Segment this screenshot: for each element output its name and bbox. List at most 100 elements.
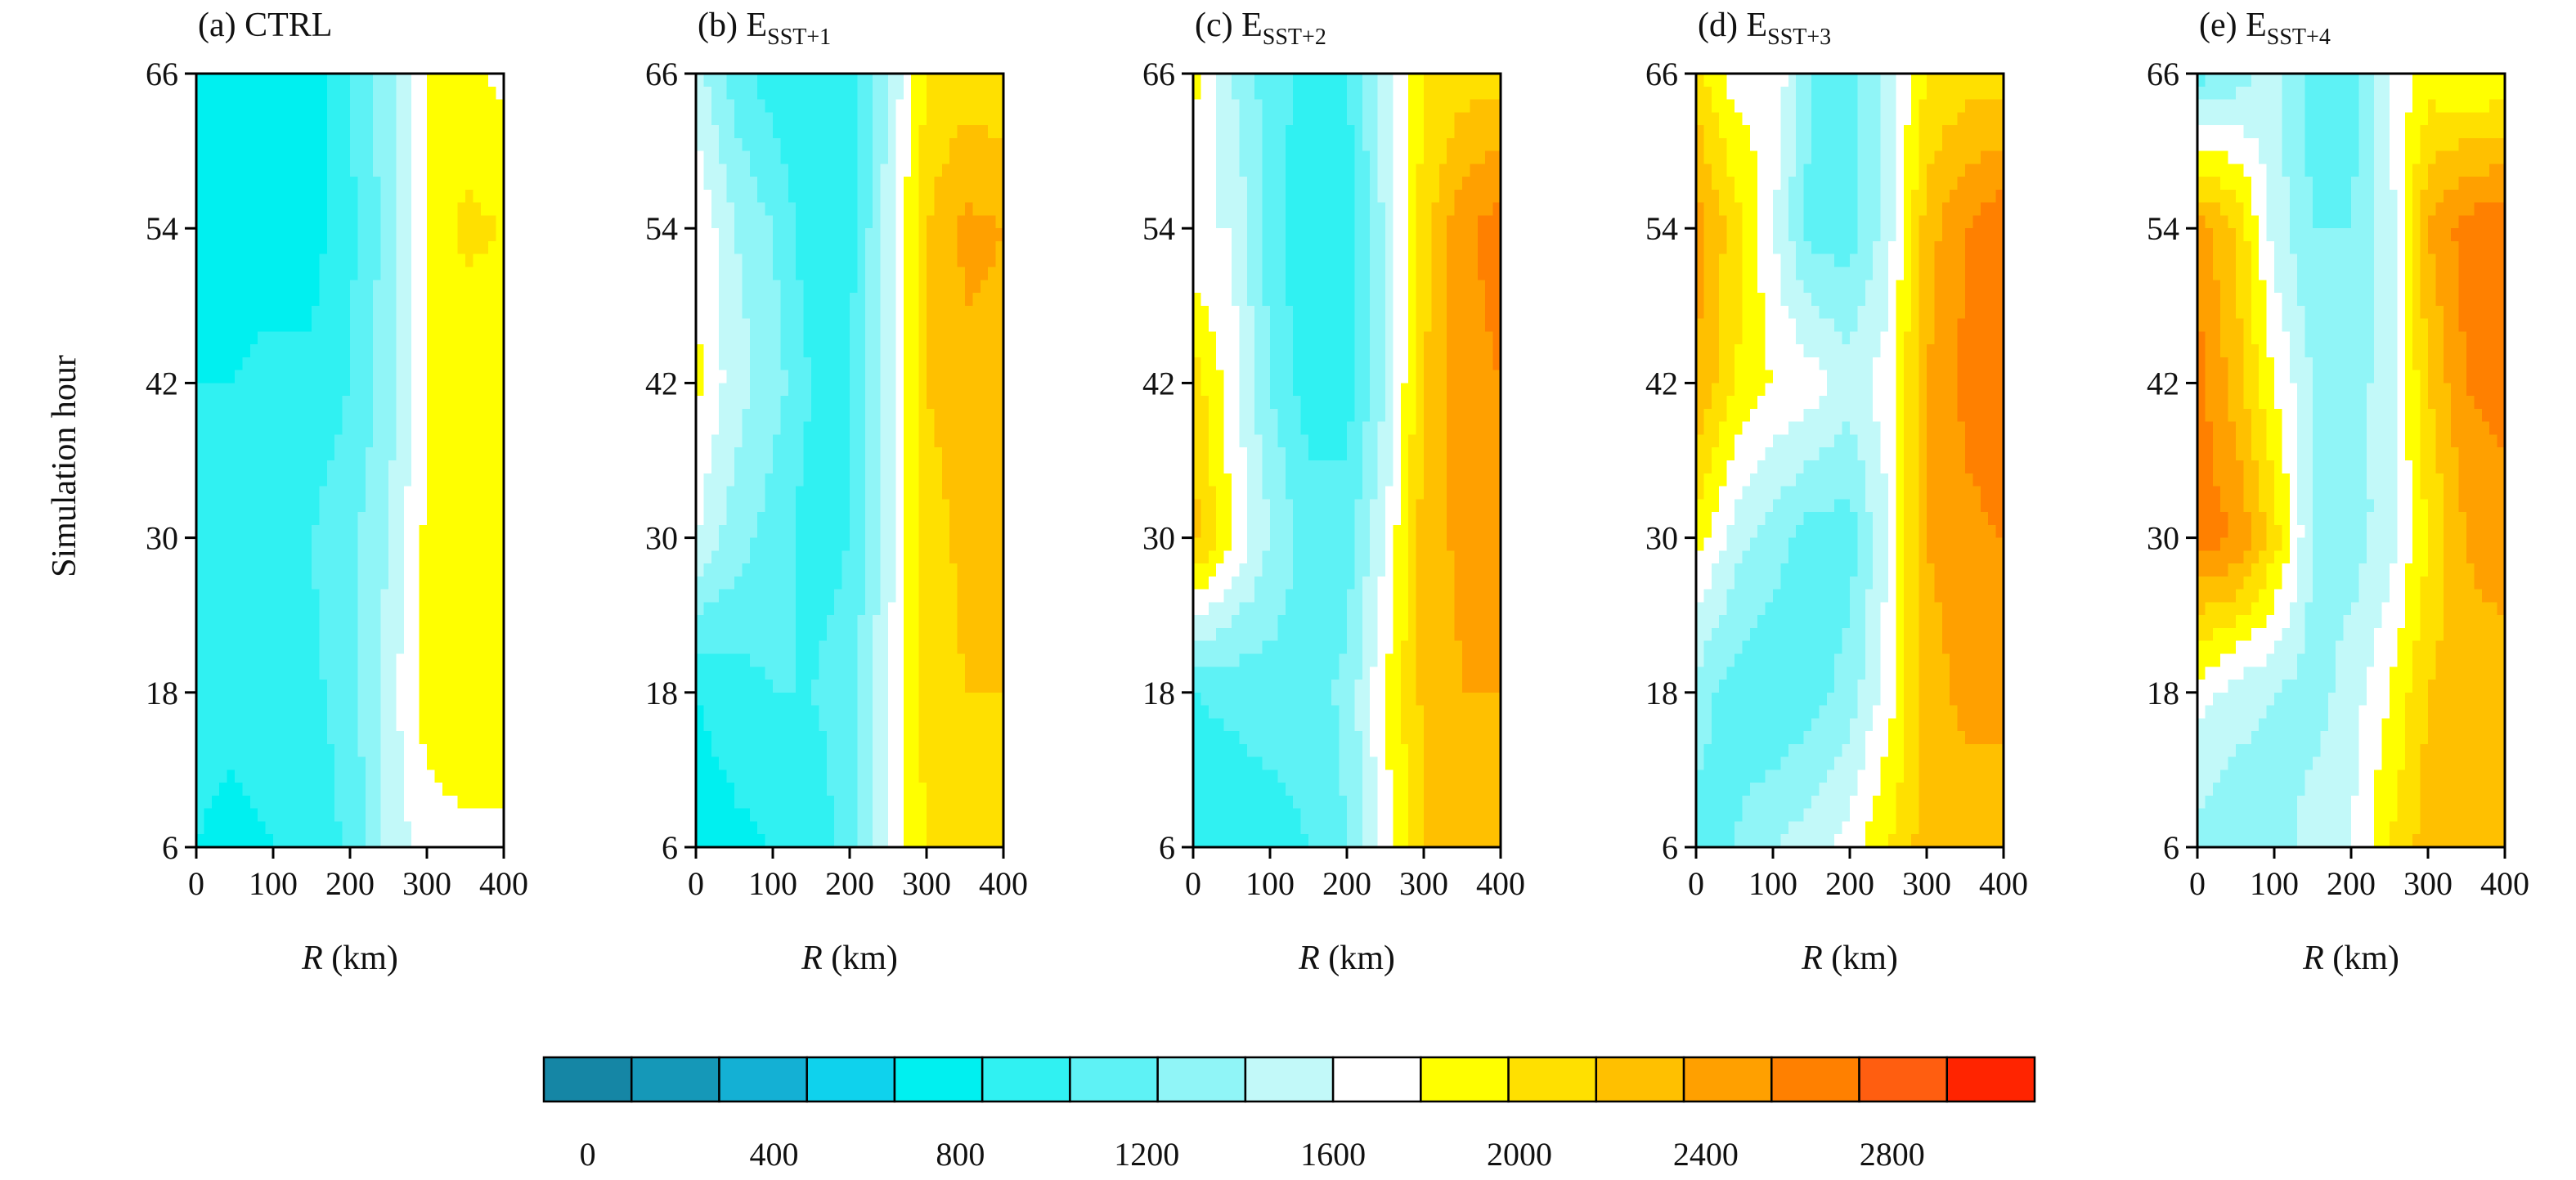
heatmap-cell [258,383,267,397]
heatmap-cell [980,202,989,217]
heatmap-cell [965,280,973,294]
heatmap-cell [204,447,213,461]
heatmap-cell [864,74,873,87]
heatmap-cell [949,74,958,87]
heatmap-cell [342,486,351,500]
heatmap-cell [242,357,251,371]
heatmap-cell [288,743,297,758]
heatmap-cell [388,731,397,745]
heatmap-cell [864,331,873,345]
heatmap-cell [473,705,482,719]
heatmap-cell [326,202,335,217]
heatmap-cell [819,589,828,603]
heatmap-cell [972,267,981,280]
heatmap-cell [1270,99,1278,113]
heatmap-cell [841,512,850,526]
heatmap-cell [427,74,435,87]
heatmap-cell [219,666,228,680]
heatmap-cell [1331,74,1340,87]
heatmap-cell [773,240,781,255]
heatmap-cell [927,408,935,423]
heatmap-cell [864,408,873,423]
heatmap-cell [927,164,935,177]
heatmap-cell [719,731,728,745]
heatmap-cell [711,228,720,242]
heatmap-cell [765,550,774,564]
heatmap-cell [373,253,382,268]
heatmap-cell [342,692,351,707]
heatmap-cell [419,421,428,436]
heatmap-cell [803,666,812,680]
heatmap-cell [365,202,374,217]
heatmap-cell [488,202,497,217]
heatmap-cell [265,189,274,204]
heatmap-cell [365,370,374,384]
heatmap-cell [949,434,958,448]
heatmap-cell [880,396,889,410]
heatmap-cell [788,731,797,745]
heatmap-cell [757,434,766,448]
heatmap-cell [826,215,835,229]
heatmap-cell [965,499,973,513]
heatmap-cell [326,821,335,835]
heatmap-cell [396,743,405,758]
heatmap-cell [204,743,213,758]
heatmap-cell [918,434,927,448]
heatmap-cell [342,563,351,577]
heatmap-cell [219,267,228,280]
heatmap-cell [1208,86,1217,101]
heatmap-cell [473,137,482,152]
heatmap-cell [296,460,305,474]
heatmap-cell [726,267,735,280]
heatmap-cell [457,344,466,358]
heatmap-cell [350,240,358,255]
heatmap-cell [765,74,774,87]
heatmap-cell [419,280,428,294]
heatmap-cell [403,550,412,564]
heatmap-cell [980,112,989,126]
heatmap-cell [819,434,828,448]
heatmap-cell [957,524,966,539]
heatmap-cell [427,189,435,204]
heatmap-cell [749,550,758,564]
heatmap-cell [280,177,289,191]
heatmap-cell [834,421,843,436]
heatmap-cell [227,99,236,113]
heatmap-cell [980,756,989,770]
heatmap-cell [850,202,858,217]
heatmap-cell [457,795,466,810]
heatmap-cell [334,602,343,616]
heatmap-cell [703,666,712,680]
heatmap-cell [749,125,758,139]
heatmap-cell [988,164,997,177]
heatmap-cell [326,150,335,164]
heatmap-cell [972,769,981,783]
heatmap-cell [411,305,420,320]
heatmap-cell [334,576,343,590]
heatmap-cell [980,576,989,590]
heatmap-cell [442,589,451,603]
heatmap-cell [342,344,351,358]
heatmap-cell [719,280,728,294]
heatmap-cell [457,705,466,719]
heatmap-cell [480,537,489,551]
heatmap-cell [888,202,896,217]
heatmap-cell [880,486,889,500]
heatmap-cell [834,589,843,603]
heatmap-cell [258,499,267,513]
heatmap-cell [280,357,289,371]
heatmap-cell [819,396,828,410]
heatmap-cell [373,305,382,320]
heatmap-cell [303,202,312,217]
heatmap-cell [427,743,435,758]
heatmap-cell [880,615,889,629]
heatmap-cell [342,783,351,796]
heatmap-cell [850,602,858,616]
heatmap-cell [918,240,927,255]
heatmap-cell [927,74,935,87]
heatmap-cell [280,74,289,87]
heatmap-cell [696,537,704,551]
heatmap-cell [796,512,805,526]
heatmap-cell [488,408,497,423]
